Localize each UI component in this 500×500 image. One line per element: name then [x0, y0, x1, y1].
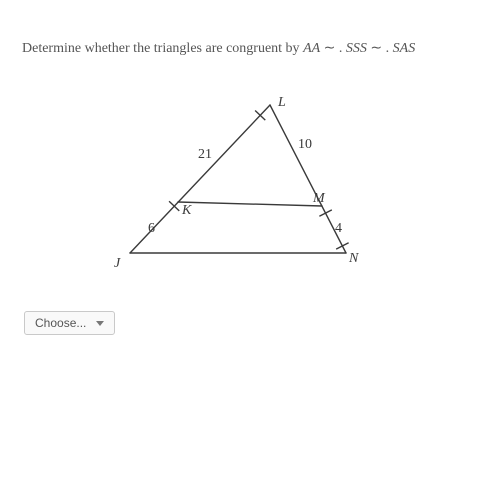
vertex-L: L: [278, 95, 286, 111]
q-prefix: Determine whether the triangles are cong…: [22, 41, 303, 56]
side-21: 21: [198, 147, 212, 163]
side-6: 6: [148, 221, 155, 237]
triangle-figure: L J N K M 21 10 6 4: [100, 93, 400, 293]
side-4: 4: [335, 221, 342, 237]
q-sas: SAS: [393, 41, 416, 56]
q-sss: SSS: [346, 41, 367, 56]
q-tilde1: ∼: [324, 41, 336, 56]
chevron-down-icon: [96, 321, 104, 326]
vertex-N: N: [349, 251, 358, 267]
q-tilde2: ∼: [370, 41, 382, 56]
choose-label: Choose...: [35, 316, 86, 330]
vertex-M: M: [313, 191, 325, 207]
q-dot1: .: [339, 41, 346, 56]
vertex-J: J: [114, 256, 120, 272]
question-text: Determine whether the triangles are cong…: [0, 0, 500, 57]
vertex-K: K: [182, 203, 191, 219]
q-dot2: .: [386, 41, 393, 56]
q-aa: AA: [303, 41, 320, 56]
side-10: 10: [298, 137, 312, 153]
choose-dropdown[interactable]: Choose...: [24, 311, 115, 335]
